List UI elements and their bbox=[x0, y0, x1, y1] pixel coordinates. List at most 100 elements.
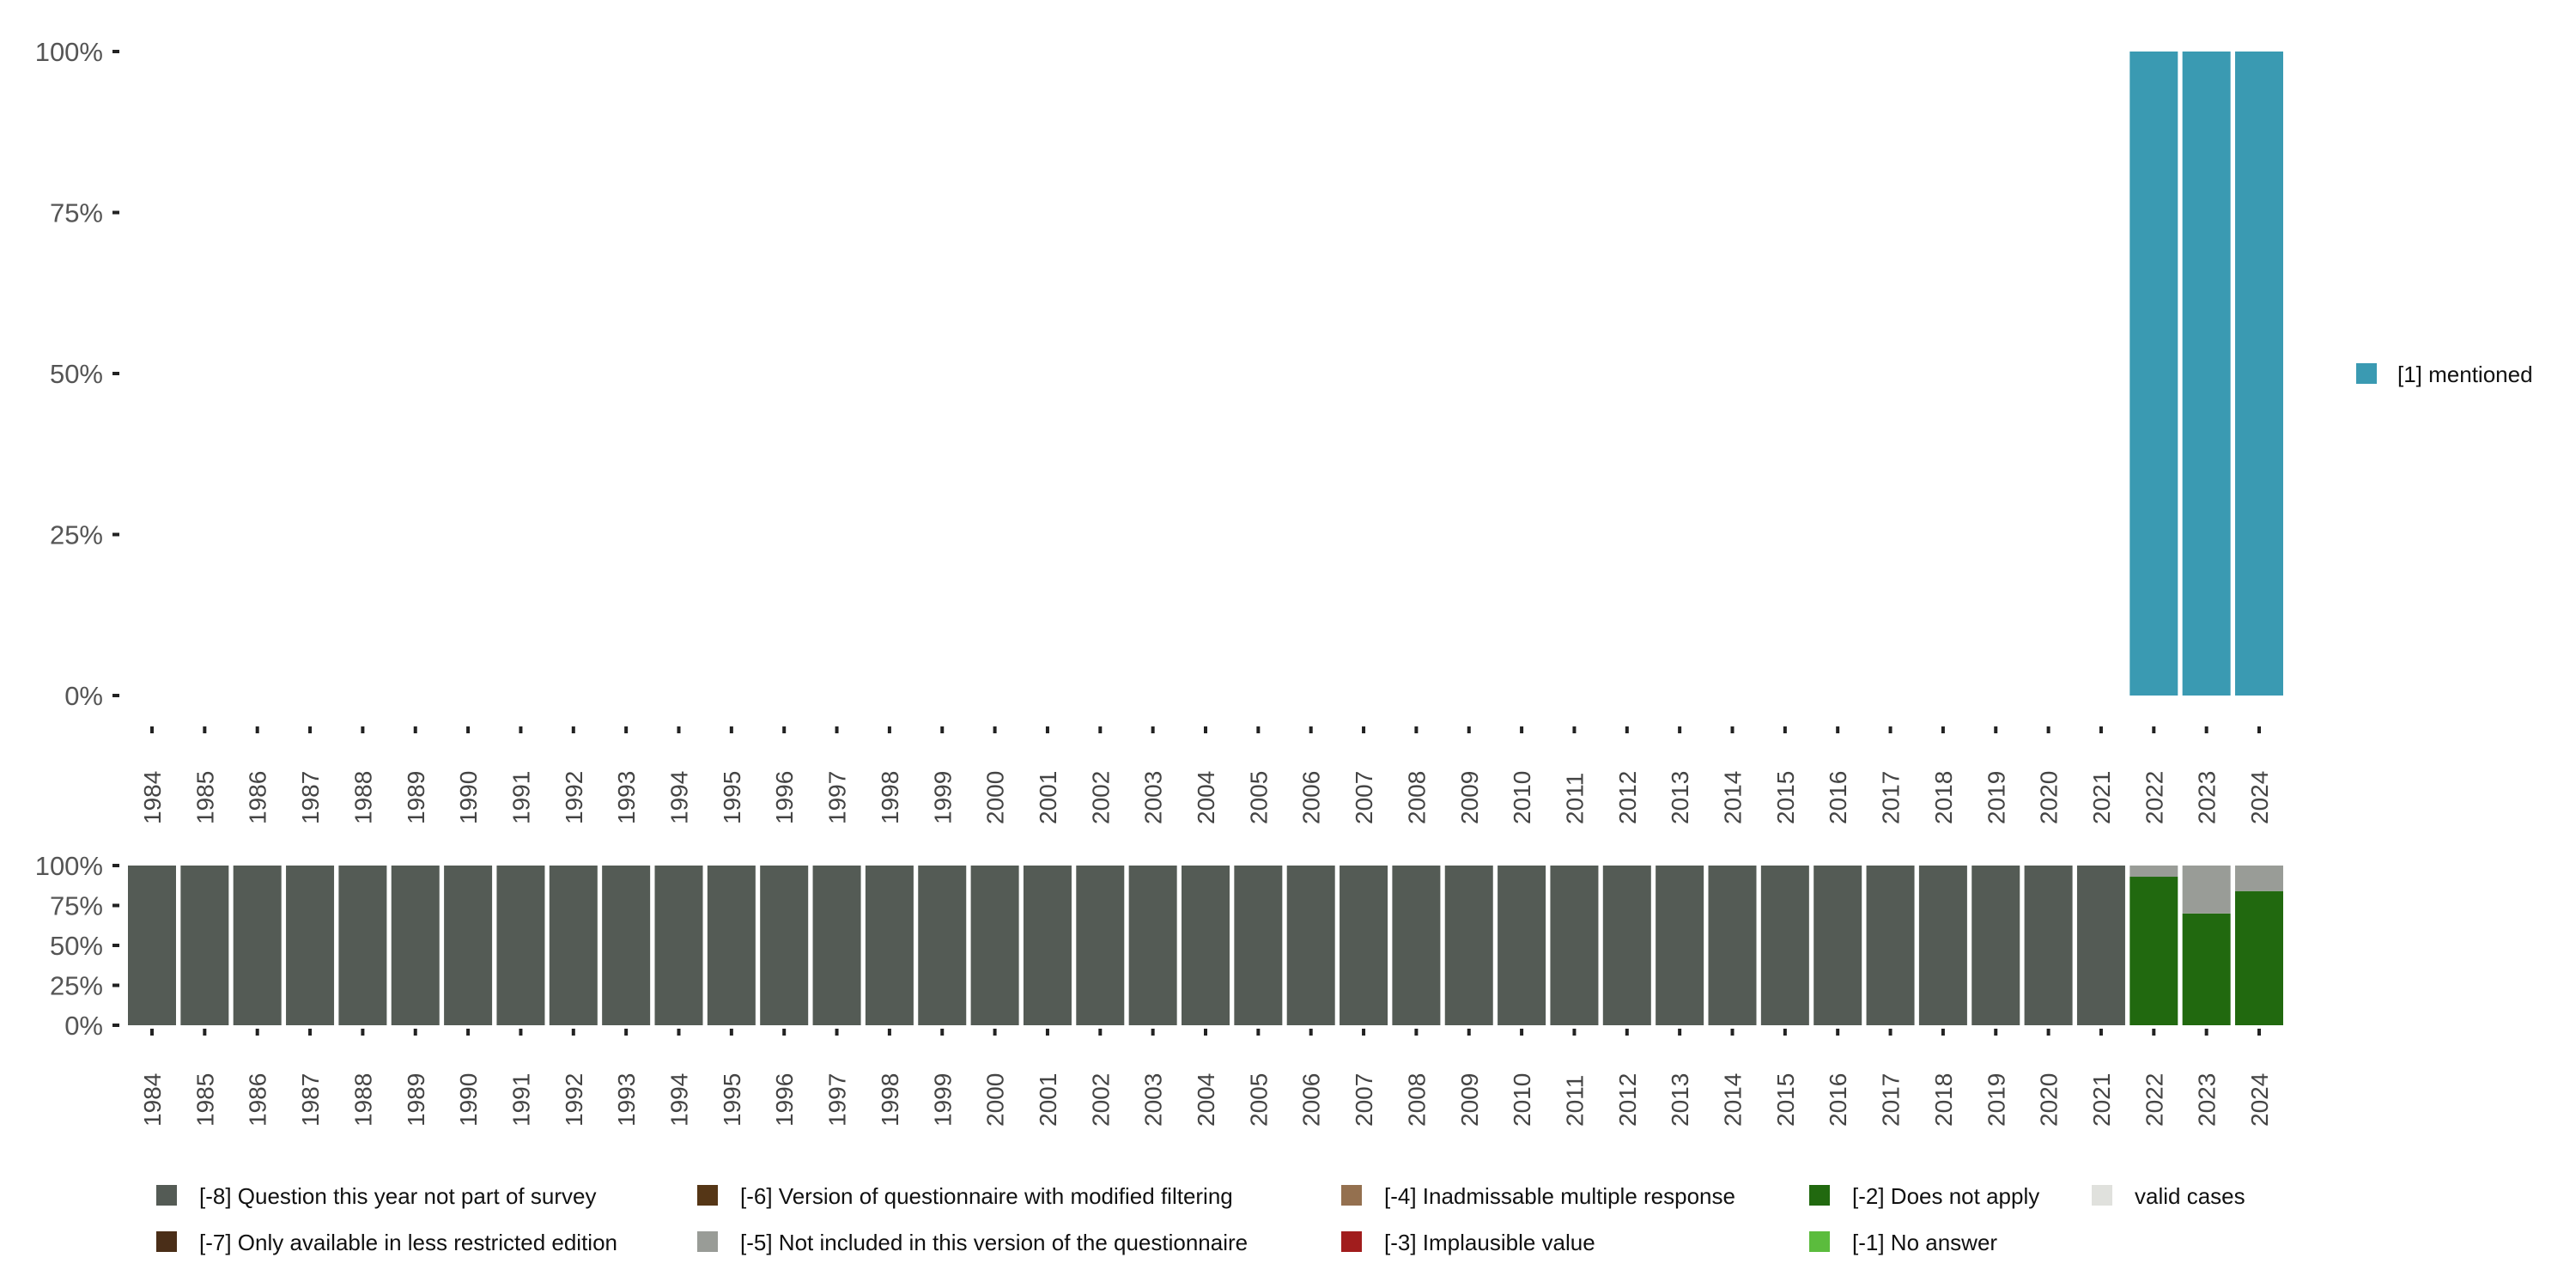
legend-swatch bbox=[1341, 1185, 1362, 1206]
bar-1987-segment bbox=[286, 866, 335, 1025]
x-tick-label: 2022 bbox=[2141, 1073, 2167, 1127]
bar-2001-segment bbox=[1023, 866, 1072, 1025]
x-tick-label: 2018 bbox=[1930, 1073, 1957, 1127]
x-tick-label: 2003 bbox=[1140, 771, 1167, 824]
bar-2010-segment bbox=[1498, 866, 1546, 1025]
x-tick-label: 2021 bbox=[2088, 1073, 2115, 1127]
legend-label: [-2] Does not apply bbox=[1852, 1183, 2039, 1209]
x-tick-label: 1991 bbox=[507, 1073, 534, 1127]
bar-2012-segment bbox=[1602, 866, 1651, 1025]
bar-2022-segment bbox=[2129, 52, 2178, 696]
x-tick-label: 1993 bbox=[613, 771, 640, 824]
legend-swatch bbox=[697, 1185, 718, 1206]
bar-2004-segment bbox=[1182, 866, 1230, 1025]
x-tick-label: 2011 bbox=[1561, 1075, 1588, 1127]
x-tick-label: 2020 bbox=[2036, 1073, 2063, 1127]
legend-label: [-8] Question this year not part of surv… bbox=[199, 1183, 596, 1209]
bar-2024-segment bbox=[2235, 890, 2283, 1025]
bar-1998-segment bbox=[865, 866, 914, 1025]
legend-swatch bbox=[1809, 1185, 1830, 1206]
x-tick-label: 1994 bbox=[666, 771, 693, 824]
legend-label: [-4] Inadmissable multiple response bbox=[1384, 1183, 1735, 1209]
bar-1984-segment bbox=[128, 866, 176, 1025]
bar-2002-segment bbox=[1076, 866, 1125, 1025]
bar-1994-segment bbox=[654, 866, 703, 1025]
x-tick-label: 1987 bbox=[297, 771, 324, 824]
y-tick-label: 25% bbox=[50, 971, 103, 1001]
legend-label: [-1] No answer bbox=[1852, 1230, 1997, 1255]
x-tick-label: 1997 bbox=[824, 1073, 851, 1127]
x-tick-label: 2014 bbox=[1720, 1073, 1747, 1127]
x-tick-label: 2002 bbox=[1087, 1073, 1114, 1127]
bar-2024-segment bbox=[2235, 52, 2283, 696]
y-tick-label: 0% bbox=[64, 1011, 103, 1041]
bar-1992-segment bbox=[549, 866, 598, 1025]
x-tick-label: 2016 bbox=[1825, 1073, 1851, 1127]
x-tick-label: 1991 bbox=[507, 771, 534, 824]
bar-2020-segment bbox=[2024, 866, 2073, 1025]
bar-2016-segment bbox=[1814, 866, 1862, 1025]
bar-2017-segment bbox=[1866, 866, 1915, 1025]
legend-swatch bbox=[2092, 1185, 2112, 1206]
y-tick-label: 75% bbox=[50, 198, 103, 228]
bar-1997-segment bbox=[812, 866, 861, 1025]
legend-label: valid cases bbox=[2135, 1183, 2245, 1209]
x-tick-label: 1999 bbox=[929, 1073, 956, 1127]
bar-2018-segment bbox=[1918, 866, 1967, 1025]
legend-swatch-mentioned bbox=[2356, 363, 2377, 384]
legend-label-mentioned: [1] mentioned bbox=[2397, 361, 2533, 387]
x-tick-label: 2019 bbox=[1983, 771, 2009, 824]
x-tick-label: 2014 bbox=[1720, 771, 1747, 824]
x-tick-label: 1989 bbox=[403, 1073, 429, 1127]
bar-1993-segment bbox=[602, 866, 651, 1025]
x-tick-label: 2009 bbox=[1456, 1073, 1483, 1127]
x-tick-label: 2019 bbox=[1983, 1073, 2009, 1127]
x-tick-label: 2012 bbox=[1614, 771, 1641, 824]
x-tick-label: 2008 bbox=[1403, 1073, 1430, 1127]
x-tick-label: 2011 bbox=[1561, 773, 1588, 824]
x-tick-label: 1988 bbox=[349, 1073, 376, 1127]
x-tick-label: 1996 bbox=[771, 771, 798, 824]
x-tick-label: 2001 bbox=[1035, 771, 1061, 824]
x-tick-label: 1990 bbox=[455, 1073, 482, 1127]
legend-label: [-6] Version of questionnaire with modif… bbox=[740, 1183, 1233, 1209]
bar-1986-segment bbox=[233, 866, 282, 1025]
x-tick-label: 1996 bbox=[771, 1073, 798, 1127]
bar-2006-segment bbox=[1286, 866, 1335, 1025]
x-tick-label: 2022 bbox=[2141, 771, 2167, 824]
x-tick-label: 2020 bbox=[2036, 771, 2063, 824]
y-tick-label: 75% bbox=[50, 891, 103, 921]
x-tick-label: 2021 bbox=[2088, 771, 2115, 824]
x-tick-label: 1984 bbox=[139, 1073, 166, 1127]
x-tick-label: 1985 bbox=[191, 1073, 218, 1127]
bar-1985-segment bbox=[180, 866, 229, 1025]
x-tick-label: 1988 bbox=[349, 771, 376, 824]
x-tick-label: 1995 bbox=[719, 771, 745, 824]
x-tick-label: 1990 bbox=[455, 771, 482, 824]
bar-1991-segment bbox=[496, 866, 545, 1025]
bar-1996-segment bbox=[760, 866, 809, 1025]
x-tick-label: 2010 bbox=[1509, 1073, 1535, 1127]
x-tick-label: 2002 bbox=[1087, 771, 1114, 824]
x-tick-label: 2013 bbox=[1667, 1073, 1693, 1127]
legend-swatch bbox=[1809, 1231, 1830, 1252]
x-tick-label: 2013 bbox=[1667, 771, 1693, 824]
x-tick-label: 2007 bbox=[1351, 771, 1377, 824]
legend-swatch bbox=[156, 1185, 177, 1206]
x-tick-label: 1986 bbox=[245, 771, 271, 824]
legend-label: [-3] Implausible value bbox=[1384, 1230, 1595, 1255]
x-tick-label: 1994 bbox=[666, 1073, 693, 1127]
x-tick-label: 2024 bbox=[2246, 771, 2273, 824]
x-tick-label: 2003 bbox=[1140, 1073, 1167, 1127]
bar-2023-segment bbox=[2182, 52, 2231, 696]
y-tick-label: 50% bbox=[50, 359, 103, 389]
bar-2009-segment bbox=[1444, 866, 1493, 1025]
x-tick-label: 1997 bbox=[824, 771, 851, 824]
x-tick-label: 1992 bbox=[561, 771, 587, 824]
bar-2015-segment bbox=[1760, 866, 1809, 1025]
bar-1990-segment bbox=[444, 866, 493, 1025]
x-tick-label: 1999 bbox=[929, 771, 956, 824]
x-tick-label: 1995 bbox=[719, 1073, 745, 1127]
bar-2013-segment bbox=[1656, 866, 1704, 1025]
x-tick-label: 1998 bbox=[877, 771, 903, 824]
